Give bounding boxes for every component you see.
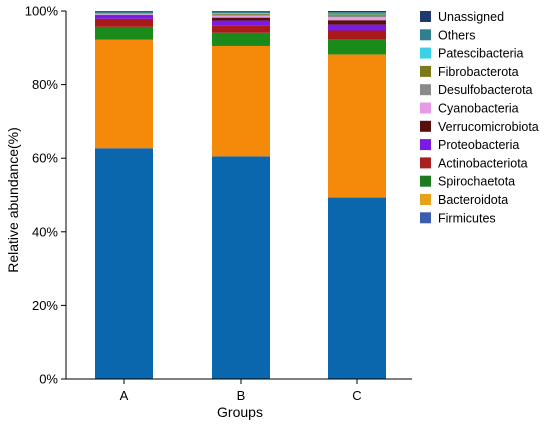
y-tick-label: 80% xyxy=(32,77,58,92)
bar-segment-desulfobacterota-c xyxy=(328,15,386,17)
y-tick-label: 40% xyxy=(32,224,58,239)
x-tick-label-b: B xyxy=(237,388,246,403)
y-tick-label: 0% xyxy=(39,372,58,387)
bar-segment-patescibacteria-b xyxy=(212,13,270,14)
legend-label-others: Others xyxy=(438,28,476,42)
bars-layer xyxy=(95,11,386,379)
x-axis-label: Groups xyxy=(217,404,263,420)
bar-segment-verrucomicrobiota-c xyxy=(328,20,386,24)
x-tick-label-c: C xyxy=(352,388,361,403)
bar-segment-firmicutes-c xyxy=(328,198,386,379)
bar-segment-proteobacteria-b xyxy=(212,21,270,26)
bar-segment-verrucomicrobiota-b xyxy=(212,18,270,21)
bar-segment-desulfobacterota-b xyxy=(212,15,270,16)
bar-segment-unassigned-a xyxy=(95,11,153,12)
bar-segment-patescibacteria-c xyxy=(328,14,386,15)
legend-swatch-patescibacteria xyxy=(420,48,431,59)
bar-segment-firmicutes-b xyxy=(212,156,270,379)
bar-segment-fibrobacterota-c xyxy=(328,14,386,15)
bar-segment-others-c xyxy=(328,12,386,13)
y-tick-label: 60% xyxy=(32,151,58,166)
bar-segment-cyanobacteria-b xyxy=(212,16,270,18)
bar-segment-spirochaetota-a xyxy=(95,27,153,40)
bar-segment-spirochaetota-c xyxy=(328,40,386,55)
y-axis-label: Relative abundance(%) xyxy=(5,127,21,273)
bar-segment-cyanobacteria-a xyxy=(95,14,153,15)
bar-segment-proteobacteria-c xyxy=(328,25,386,31)
legend-swatch-bacteroidota xyxy=(420,194,431,205)
bar-segment-cyanobacteria-c xyxy=(328,17,386,20)
bar-segment-actinobacteriota-a xyxy=(95,19,153,27)
bar-segment-bacteroidota-c xyxy=(328,54,386,197)
bar-segment-unassigned-c xyxy=(328,11,386,12)
legend-swatch-firmicutes xyxy=(420,212,431,223)
legend-swatch-desulfobacterota xyxy=(420,84,431,95)
legend-label-spirochaetota: Spirochaetota xyxy=(438,175,515,189)
y-tick-label: 20% xyxy=(32,298,58,313)
bar-segment-fibrobacterota-b xyxy=(212,14,270,15)
bar-segment-others-a xyxy=(95,12,153,13)
bar-segment-unassigned-b xyxy=(212,11,270,12)
legend-swatch-proteobacteria xyxy=(420,139,431,150)
bar-segment-bacteroidota-b xyxy=(212,46,270,156)
legend: Unassigned Others Patescibacteria Fibrobact… xyxy=(420,10,539,225)
legend-swatch-cyanobacteria xyxy=(420,103,431,114)
legend-swatch-unassigned xyxy=(420,11,431,22)
legend-label-patescibacteria: Patescibacteria xyxy=(438,47,524,61)
legend-label-actinobacteriota: Actinobacteriota xyxy=(438,156,528,170)
legend-label-proteobacteria: Proteobacteria xyxy=(438,138,519,152)
bar-segment-proteobacteria-a xyxy=(95,16,153,19)
legend-label-firmicutes: Firmicutes xyxy=(438,211,496,225)
bar-segment-bacteroidota-a xyxy=(95,40,153,149)
bar-segment-spirochaetota-b xyxy=(212,33,270,46)
legend-swatch-spirochaetota xyxy=(420,176,431,187)
y-tick-label: 100% xyxy=(25,4,59,19)
legend-label-unassigned: Unassigned xyxy=(438,10,504,24)
legend-swatch-fibrobacterota xyxy=(420,66,431,77)
x-tick-label-a: A xyxy=(120,388,129,403)
legend-label-cyanobacteria: Cyanobacteria xyxy=(438,102,519,116)
legend-swatch-verrucomicrobiota xyxy=(420,121,431,132)
legend-swatch-actinobacteriota xyxy=(420,157,431,168)
bar-segment-actinobacteriota-b xyxy=(212,25,270,32)
bar-segment-verrucomicrobiota-a xyxy=(95,15,153,16)
legend-label-fibrobacterota: Fibrobacterota xyxy=(438,65,519,79)
legend-label-verrucomicrobiota: Verrucomicrobiota xyxy=(438,120,539,134)
bar-segment-others-b xyxy=(212,12,270,13)
legend-swatch-others xyxy=(420,29,431,40)
bar-segment-firmicutes-a xyxy=(95,148,153,379)
legend-label-bacteroidota: Bacteroidota xyxy=(438,193,508,207)
legend-label-desulfobacterota: Desulfobacterota xyxy=(438,83,533,97)
bar-segment-actinobacteriota-c xyxy=(328,31,386,40)
